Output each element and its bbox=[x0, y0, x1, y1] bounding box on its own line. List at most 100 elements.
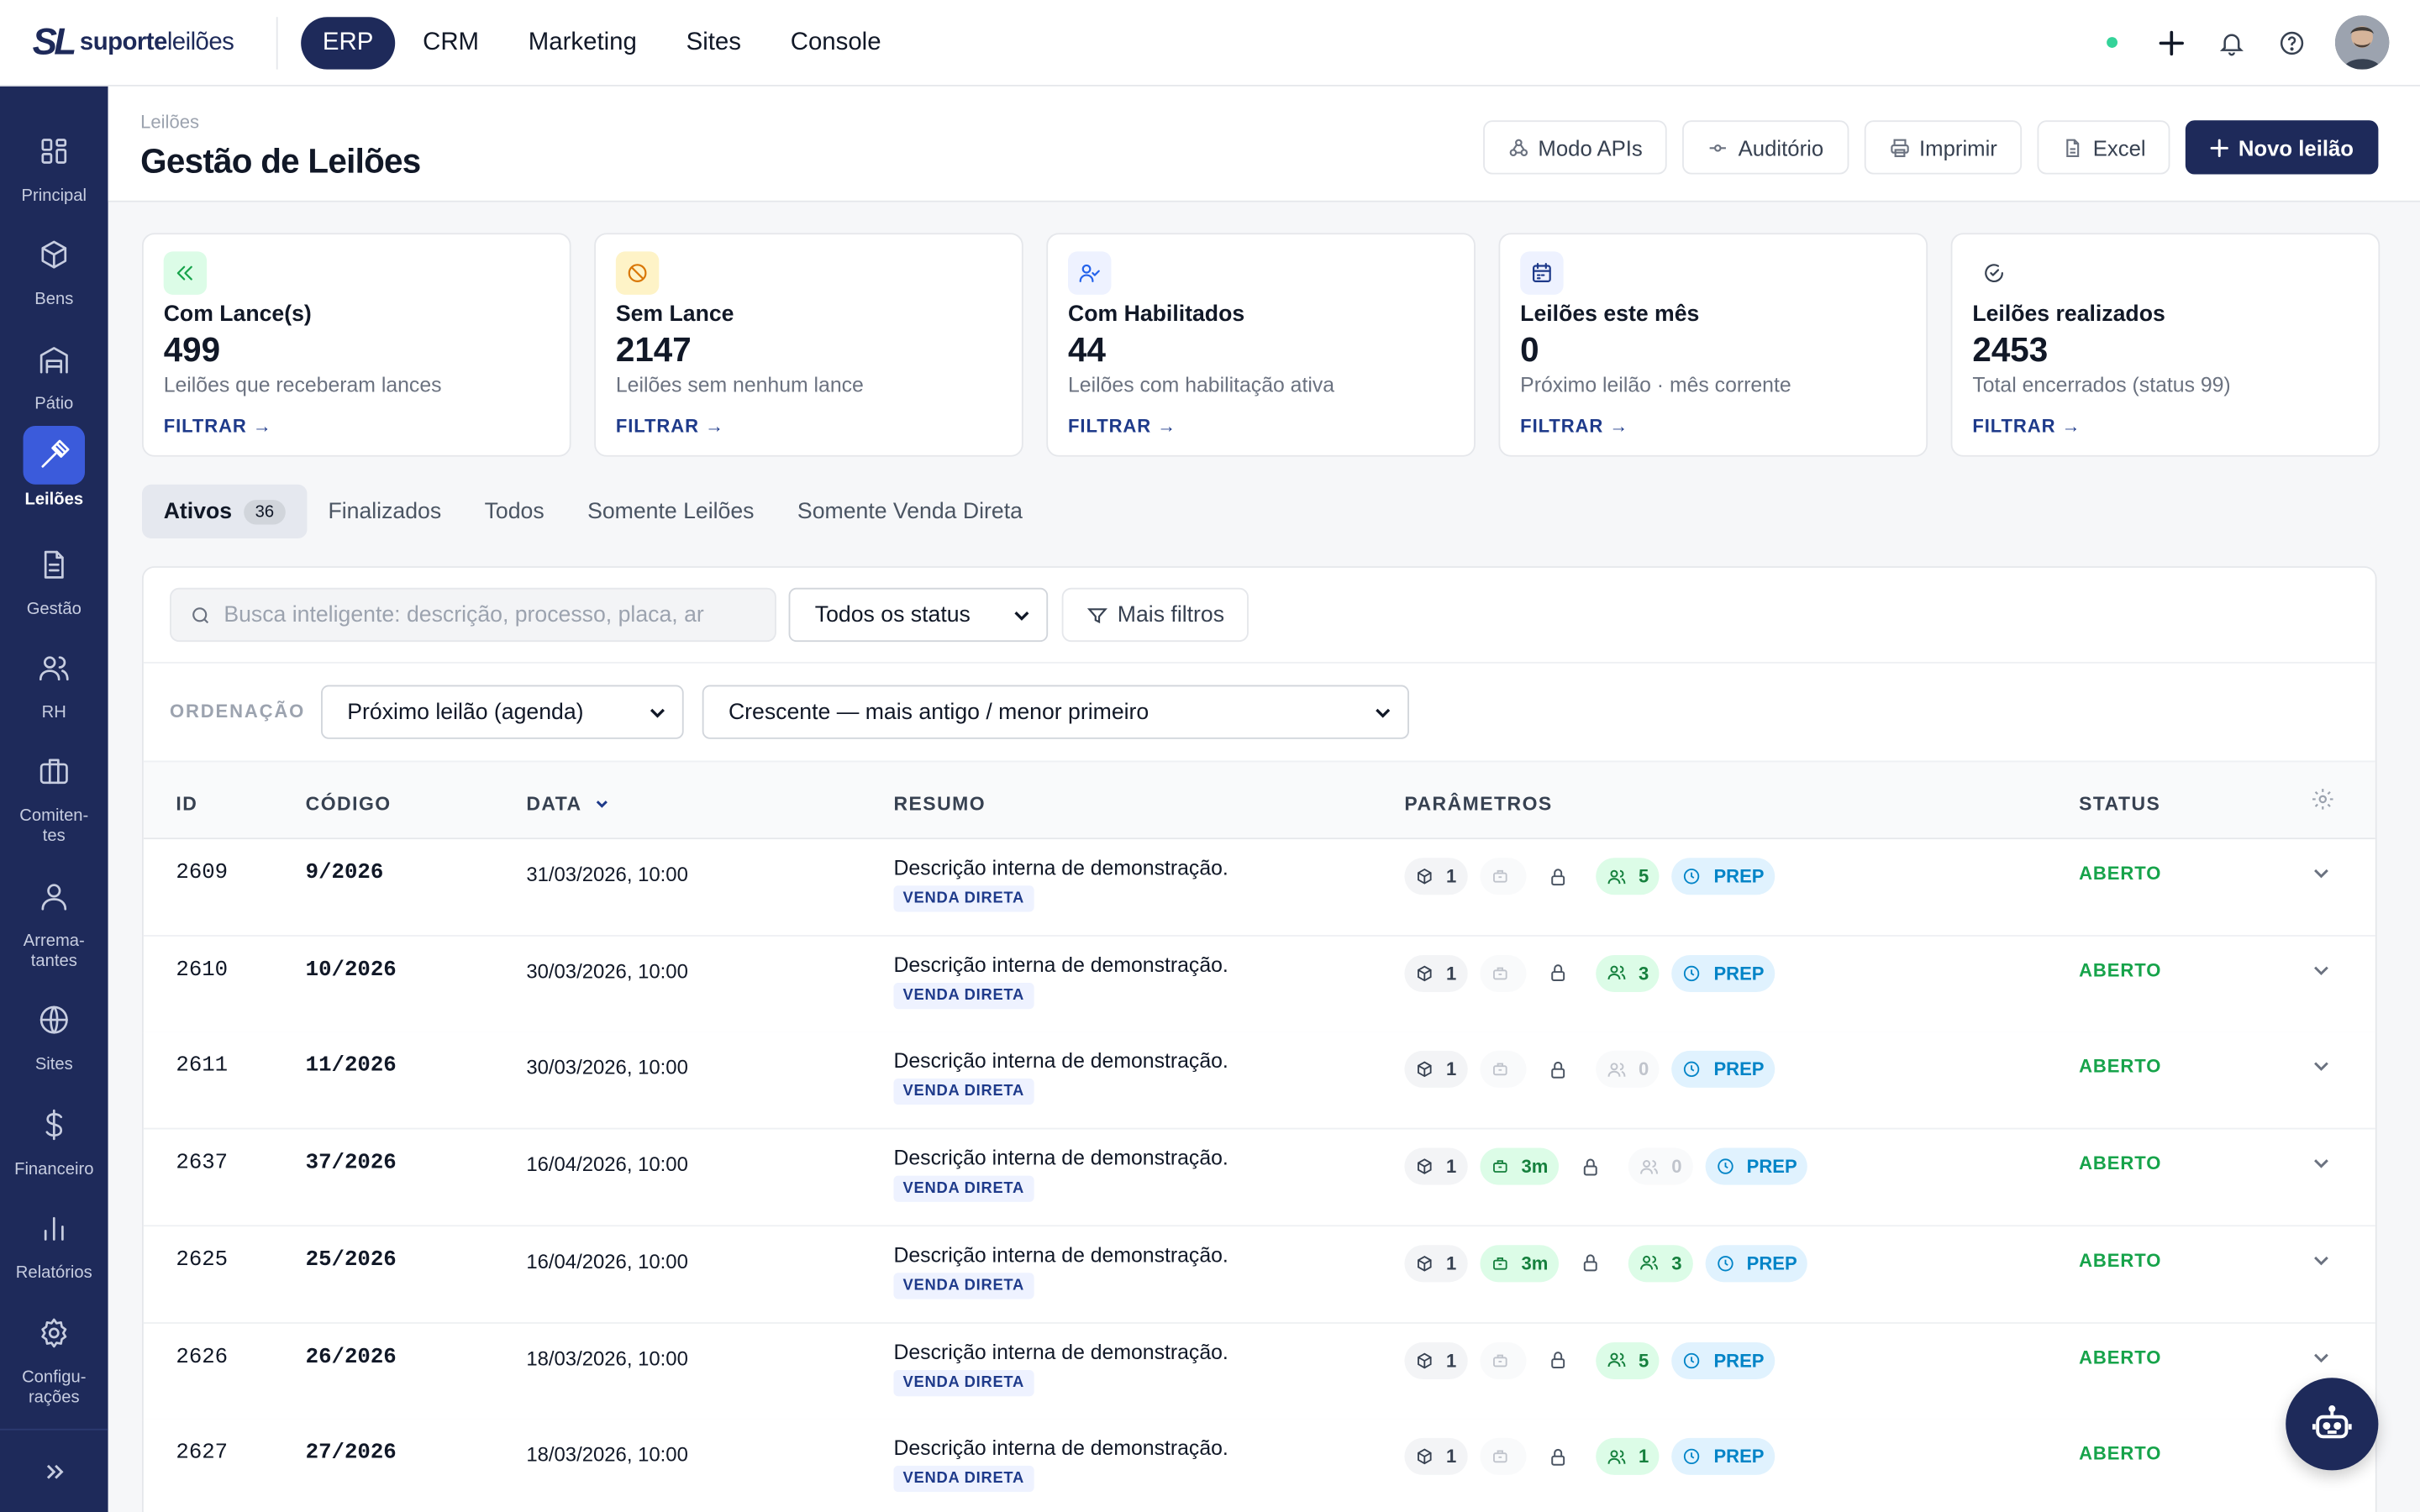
bens-count-pill[interactable]: 1 bbox=[1404, 1341, 1468, 1379]
sidebar-item-gavel[interactable]: Leilões bbox=[0, 425, 108, 511]
sidebar-item-document[interactable]: Gestão bbox=[0, 535, 108, 620]
row-codigo[interactable]: 25/2026 bbox=[305, 1247, 397, 1273]
logo[interactable]: SL suporteleilões bbox=[33, 21, 265, 64]
bell-icon[interactable] bbox=[2215, 25, 2249, 59]
prep-pill[interactable]: PREP bbox=[1671, 954, 1776, 992]
prep-pill[interactable]: PREP bbox=[1705, 1244, 1808, 1282]
column-settings-icon[interactable] bbox=[2311, 787, 2335, 820]
stat-card-filter-link[interactable]: FILTRAR → bbox=[615, 415, 724, 437]
sidebar-item-gear[interactable]: Configu- rações bbox=[0, 1304, 108, 1409]
timer-pill[interactable] bbox=[1479, 858, 1526, 895]
lock-pill[interactable] bbox=[1539, 954, 1583, 991]
topnav-sites[interactable]: Sites bbox=[686, 28, 741, 55]
bens-count-pill[interactable]: 1 bbox=[1404, 954, 1468, 992]
avatar[interactable] bbox=[2334, 15, 2390, 70]
bens-count-pill[interactable]: 1 bbox=[1404, 1438, 1468, 1476]
sidebar-item-grid[interactable]: Principal bbox=[0, 122, 108, 207]
sidebar-item-bar-chart[interactable]: Relatórios bbox=[0, 1199, 108, 1284]
timer-pill[interactable]: 3m bbox=[1479, 1244, 1560, 1282]
col-resumo[interactable]: RESUMO bbox=[893, 793, 986, 815]
topnav-erp[interactable]: ERP bbox=[301, 16, 396, 69]
col-id[interactable]: ID bbox=[176, 793, 198, 815]
excel-button[interactable]: Excel bbox=[2037, 120, 2171, 175]
row-codigo[interactable]: 27/2026 bbox=[305, 1441, 397, 1467]
imprimir-button[interactable]: Imprimir bbox=[1863, 120, 2023, 175]
topnav-marketing[interactable]: Marketing bbox=[528, 28, 637, 55]
timer-pill[interactable]: 3m bbox=[1479, 1147, 1560, 1185]
lock-pill[interactable] bbox=[1539, 1438, 1583, 1475]
table-row[interactable]: 2611 11/2026 30/03/2026, 10:00 Descrição in… bbox=[143, 1032, 2375, 1131]
lock-pill[interactable] bbox=[1571, 1245, 1616, 1282]
col-codigo[interactable]: CÓDIGO bbox=[305, 793, 392, 815]
stat-card-filter-link[interactable]: FILTRAR → bbox=[163, 415, 272, 437]
help-icon[interactable] bbox=[2275, 25, 2308, 59]
novo-leilao-button[interactable]: Novo leilão bbox=[2186, 120, 2379, 175]
timer-pill[interactable] bbox=[1479, 1051, 1526, 1089]
prep-pill[interactable]: PREP bbox=[1705, 1147, 1808, 1185]
prep-pill[interactable]: PREP bbox=[1671, 1051, 1776, 1089]
status-select[interactable]: Todos os status bbox=[788, 587, 1049, 643]
prep-pill[interactable]: PREP bbox=[1671, 1341, 1776, 1379]
bens-count-pill[interactable]: 1 bbox=[1404, 1051, 1468, 1089]
table-row[interactable]: 2609 9/2026 31/03/2026, 10:00 Descrição int… bbox=[143, 839, 2375, 937]
habilitados-pill[interactable]: 5 bbox=[1595, 1341, 1660, 1379]
table-row[interactable]: 2637 37/2026 16/04/2026, 10:00 Descrição in… bbox=[143, 1129, 2375, 1227]
expand-chevron-icon[interactable] bbox=[2311, 1152, 2333, 1182]
row-codigo[interactable]: 9/2026 bbox=[305, 860, 384, 886]
topnav-console[interactable]: Console bbox=[790, 28, 881, 55]
sidebar-item-dollar[interactable]: Financeiro bbox=[0, 1095, 108, 1180]
tab-finalizados[interactable]: Finalizados bbox=[307, 485, 463, 538]
sidebar-collapse-button[interactable] bbox=[0, 1428, 108, 1512]
lock-pill[interactable] bbox=[1571, 1148, 1616, 1185]
bens-count-pill[interactable]: 1 bbox=[1404, 1147, 1468, 1185]
bens-count-pill[interactable]: 1 bbox=[1404, 858, 1468, 895]
search-input[interactable] bbox=[224, 602, 749, 627]
timer-pill[interactable] bbox=[1479, 1438, 1526, 1476]
modo-apis-button[interactable]: Modo APIs bbox=[1482, 120, 1668, 175]
order-by-select[interactable]: Próximo leilão (agenda) bbox=[321, 685, 684, 739]
expand-chevron-icon[interactable] bbox=[2311, 1347, 2333, 1376]
row-codigo[interactable]: 37/2026 bbox=[305, 1151, 397, 1176]
col-parametros[interactable]: PARÂMETROS bbox=[1404, 793, 1553, 815]
plus-icon[interactable] bbox=[2154, 25, 2188, 59]
stat-card-filter-link[interactable]: FILTRAR → bbox=[1972, 415, 2081, 437]
expand-chevron-icon[interactable] bbox=[2311, 863, 2333, 892]
col-data[interactable]: DATA bbox=[526, 793, 609, 815]
mais-filtros-button[interactable]: Mais filtros bbox=[1061, 587, 1249, 643]
sidebar-item-users[interactable]: RH bbox=[0, 638, 108, 723]
bens-count-pill[interactable]: 1 bbox=[1404, 1244, 1468, 1282]
table-row[interactable]: 2626 26/2026 18/03/2026, 10:00 Descrição in… bbox=[143, 1323, 2375, 1420]
habilitados-pill[interactable]: 0 bbox=[1595, 1051, 1660, 1089]
auditorio-button[interactable]: Auditório bbox=[1682, 120, 1849, 175]
assistant-bot-button[interactable] bbox=[2286, 1378, 2379, 1471]
sidebar-item-globe[interactable]: Sites bbox=[0, 990, 108, 1075]
expand-chevron-icon[interactable] bbox=[2311, 959, 2333, 989]
table-row[interactable]: 2625 25/2026 16/04/2026, 10:00 Descrição in… bbox=[143, 1226, 2375, 1324]
timer-pill[interactable] bbox=[1479, 954, 1526, 992]
tab-somente-leilões[interactable]: Somente Leilões bbox=[566, 485, 776, 538]
habilitados-pill[interactable]: 0 bbox=[1628, 1147, 1693, 1185]
sidebar-item-warehouse[interactable]: Pátio bbox=[0, 330, 108, 415]
table-row[interactable]: 2627 27/2026 18/03/2026, 10:00 Descrição in… bbox=[143, 1420, 2375, 1512]
habilitados-pill[interactable]: 3 bbox=[1595, 954, 1660, 992]
col-status[interactable]: STATUS bbox=[2079, 793, 2161, 815]
row-codigo[interactable]: 10/2026 bbox=[305, 958, 397, 983]
lock-pill[interactable] bbox=[1539, 1052, 1583, 1089]
lock-pill[interactable] bbox=[1539, 858, 1583, 895]
sidebar-item-box[interactable]: Bens bbox=[0, 225, 108, 310]
topnav-crm[interactable]: CRM bbox=[423, 28, 480, 55]
habilitados-pill[interactable]: 3 bbox=[1628, 1244, 1693, 1282]
sidebar-item-briefcase[interactable]: Comiten- tes bbox=[0, 742, 108, 847]
breadcrumb[interactable]: Leilões bbox=[140, 111, 199, 133]
prep-pill[interactable]: PREP bbox=[1671, 1438, 1776, 1476]
tab-somente-venda-direta[interactable]: Somente Venda Direta bbox=[776, 485, 1044, 538]
table-row[interactable]: 2610 10/2026 30/03/2026, 10:00 Descrição in… bbox=[143, 936, 2375, 1034]
prep-pill[interactable]: PREP bbox=[1671, 858, 1776, 895]
lock-pill[interactable] bbox=[1539, 1341, 1583, 1378]
order-direction-select[interactable]: Crescente — mais antigo / menor primeiro bbox=[702, 685, 1409, 739]
sidebar-item-user[interactable]: Arrema- tantes bbox=[0, 867, 108, 972]
timer-pill[interactable] bbox=[1479, 1341, 1526, 1379]
row-codigo[interactable]: 11/2026 bbox=[305, 1054, 397, 1079]
stat-card-filter-link[interactable]: FILTRAR → bbox=[1520, 415, 1629, 437]
row-codigo[interactable]: 26/2026 bbox=[305, 1344, 397, 1370]
